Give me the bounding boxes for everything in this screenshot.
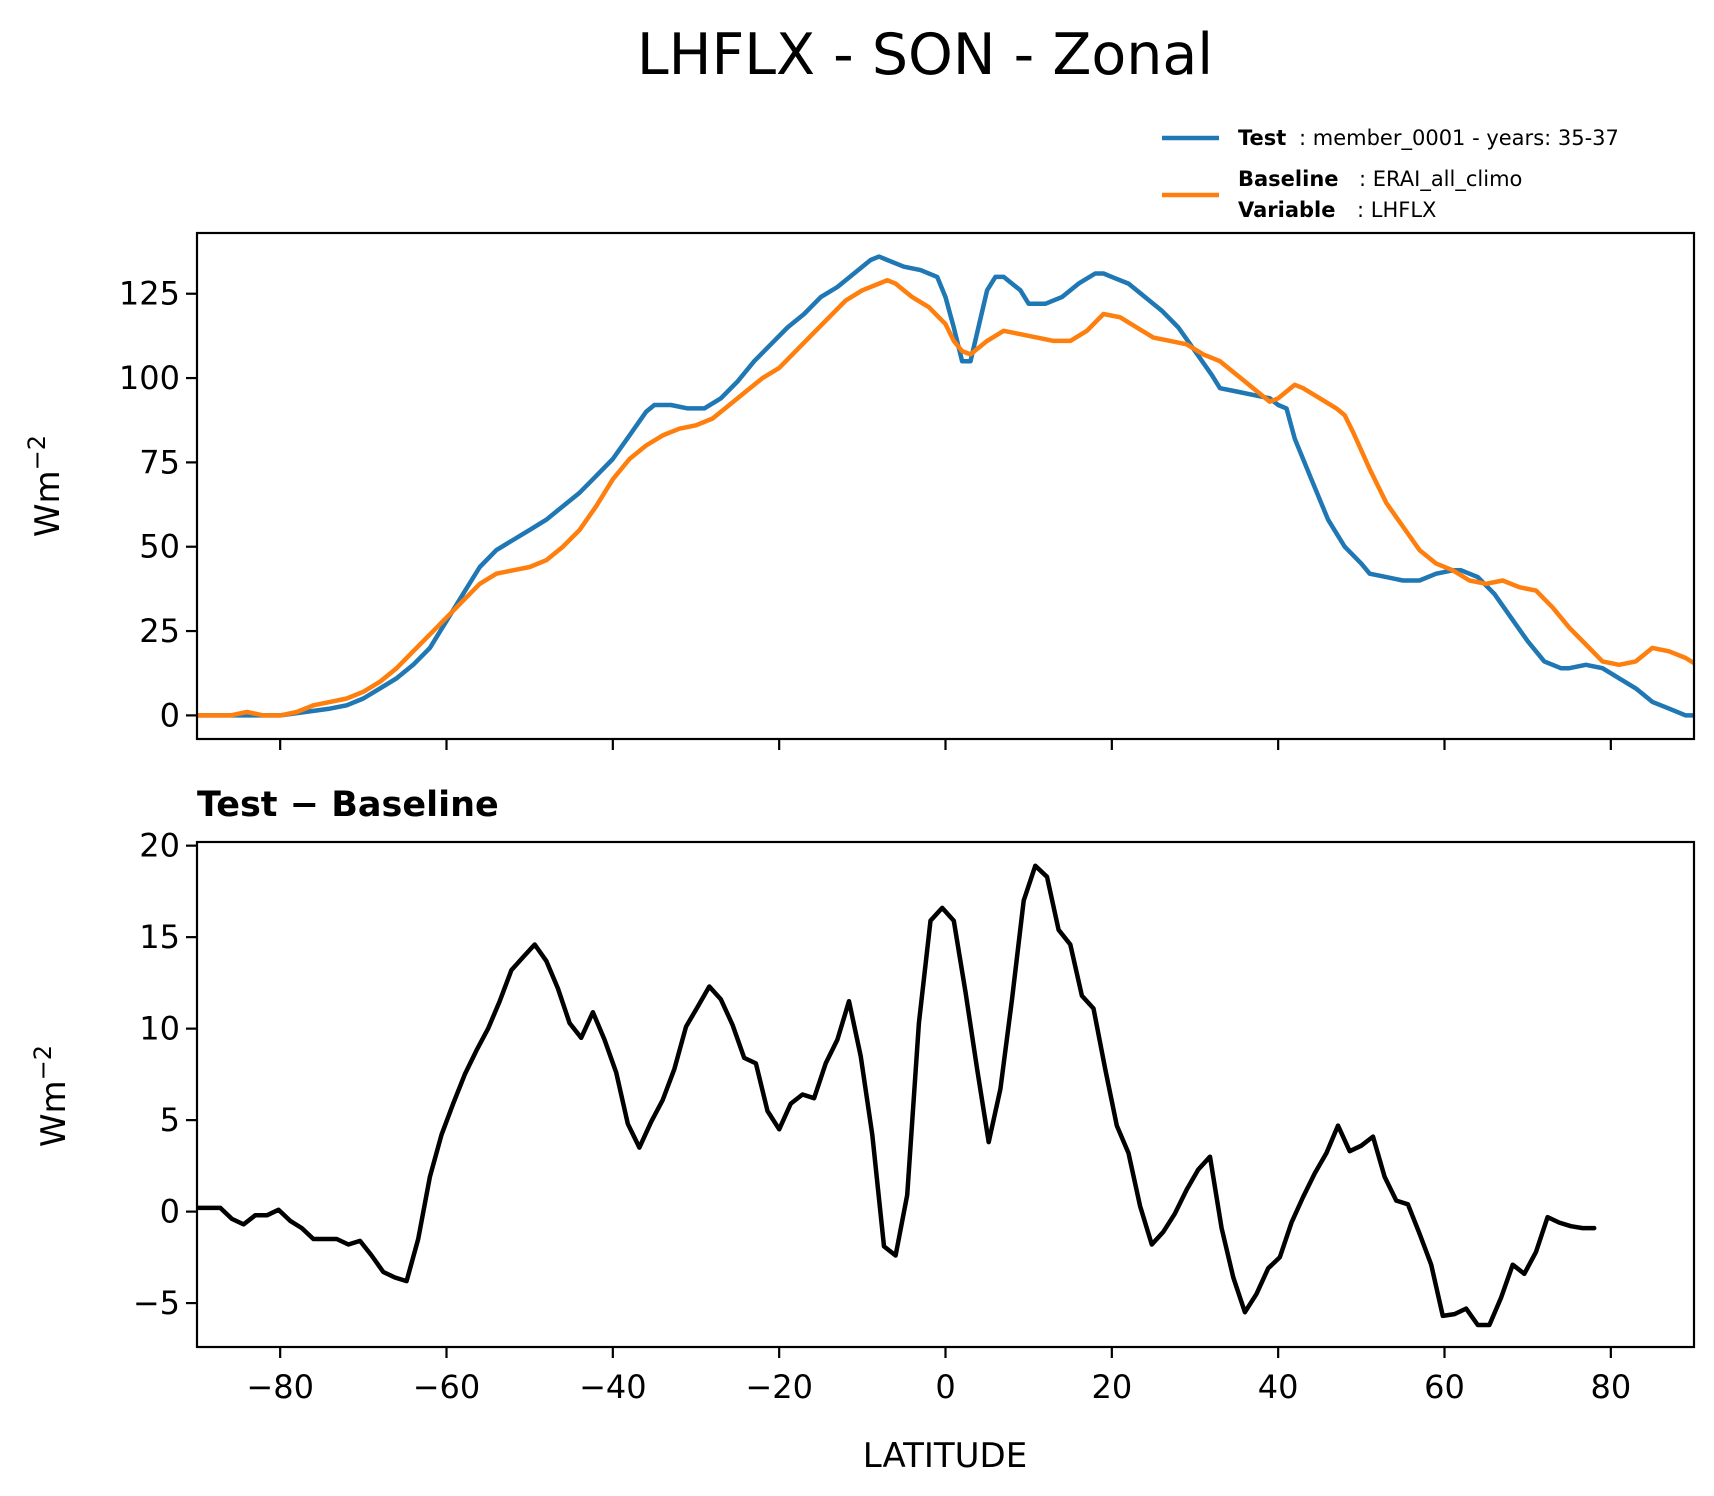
bottom-panel: Test − Baseline −5 0 5 10 15 20 −80 −60 −40 −20 0… [29,785,1696,1476]
bottom-y-tick-label: 15 [139,918,180,956]
bottom-x-tick-label: −60 [413,1368,481,1406]
bottom-x-tick-label: −80 [246,1368,314,1406]
bottom-x-tick-label: 40 [1258,1368,1299,1406]
bottom-y-tick-label: 10 [139,1010,180,1048]
top-y-tick-label: 100 [119,359,180,397]
bottom-y-ticks: −5 0 5 10 15 20 [133,827,197,1322]
bottom-y-tick-label: −5 [133,1284,180,1322]
top-panel: 0 25 50 75 100 125 Wm−2 [23,231,1696,750]
top-series-line-test [197,254,1694,718]
bottom-x-tick-label: −20 [745,1368,813,1406]
bottom-ylabel-sup: −2 [29,1045,57,1080]
bottom-x-tick-label: 0 [935,1368,955,1406]
bottom-x-tick-label: 80 [1590,1368,1631,1406]
diff-panel-title: Test − Baseline [197,785,499,825]
bottom-y-tick-label: 5 [160,1101,180,1139]
top-y-axis-label: Wm−2 [23,435,68,537]
top-y-ticks: 0 25 50 75 100 125 [119,275,197,734]
bottom-y-tick-label: 0 [160,1193,180,1231]
figure-title: LHFLX - SON - Zonal [637,22,1213,88]
bottom-y-axis-label: Wm−2 [29,1045,74,1147]
top-y-tick-label: 75 [139,443,180,481]
legend-baseline-key: Baseline [1238,167,1339,191]
top-x-ticks [279,739,1612,750]
bottom-series-line-test-baseline [197,863,1597,1328]
top-series-group [197,254,1694,718]
legend-test-value: : member_0001 - years: 35-37 [1299,126,1619,151]
top-series-line-baseline [197,277,1694,718]
bottom-x-tick-label: 20 [1091,1368,1132,1406]
top-ylabel-sup: −2 [23,435,51,470]
legend-variable-key: Variable [1238,198,1335,222]
bottom-series-group [197,863,1597,1328]
bottom-y-tick-label: 20 [139,827,180,865]
legend-baseline-value: : ERAI_all_climo [1359,167,1522,192]
top-y-tick-label: 0 [160,696,180,734]
top-y-tick-label: 50 [139,528,180,566]
top-ylabel-base: Wm [28,470,68,537]
bottom-ylabel-base: Wm [34,1080,74,1147]
top-y-tick-label: 25 [139,612,180,650]
x-axis-label: LATITUDE [863,1436,1027,1476]
top-y-tick-label: 125 [119,275,180,313]
legend-test-key: Test [1238,126,1286,150]
legend: Test : member_0001 - years: 35-37 Baseli… [1162,126,1619,222]
bottom-x-ticks: −80 −60 −40 −20 0 20 40 60 80 [246,1347,1631,1406]
bottom-x-tick-label: −40 [579,1368,647,1406]
bottom-x-tick-label: 60 [1424,1368,1465,1406]
legend-variable-value: : LHFLX [1357,198,1436,222]
